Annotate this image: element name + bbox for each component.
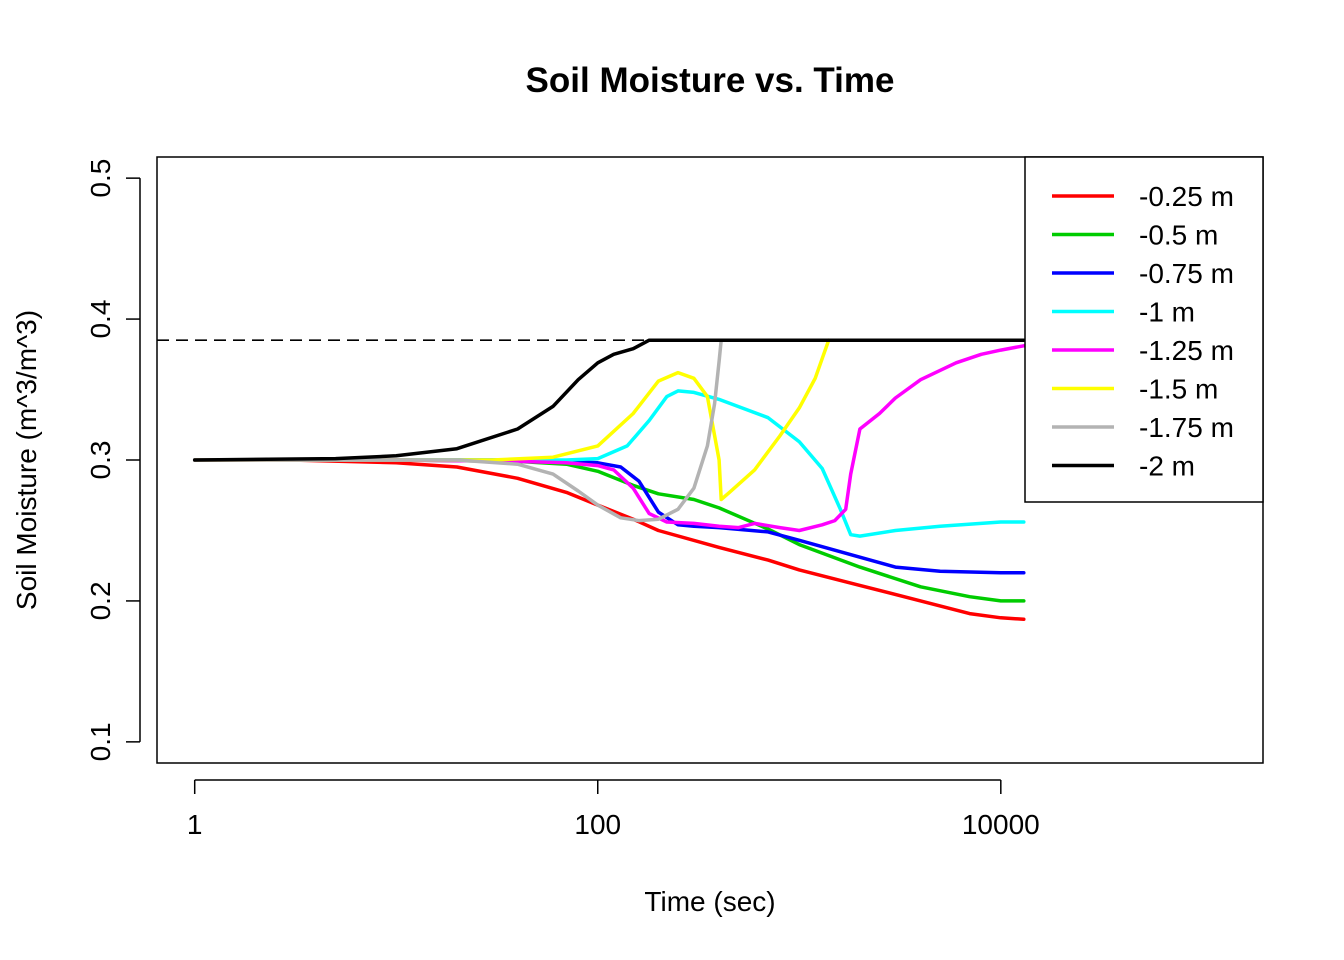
y-axis: 0.1 0.2 0.3 0.4 0.5 — [85, 159, 141, 761]
series-line — [192, 458, 1026, 622]
x-axis-label: Time (sec) — [644, 886, 775, 917]
y-tick-label: 0.5 — [85, 159, 116, 198]
y-axis-label: Soil Moisture (m^3/m^3) — [11, 310, 42, 610]
legend-label: -1.75 m — [1139, 412, 1234, 443]
legend-label: -1 m — [1139, 297, 1195, 328]
series-line — [192, 389, 1026, 538]
series-line — [192, 338, 726, 523]
x-axis: 1 100 10000 — [187, 779, 1040, 840]
y-tick-label: 0.2 — [85, 581, 116, 620]
series-line — [192, 344, 1026, 533]
x-tick-label: 10000 — [962, 809, 1040, 840]
x-tick-label: 1 — [187, 809, 203, 840]
legend-label: -1.25 m — [1139, 335, 1234, 366]
legend-label: -0.5 m — [1139, 220, 1218, 251]
series-layer — [192, 338, 1026, 622]
y-tick-label: 0.4 — [85, 300, 116, 339]
legend-box — [1024, 156, 1264, 503]
series-line — [192, 338, 831, 502]
legend: -0.25 m -0.5 m -0.75 m -1 m -1.25 m -1.5 m -1.… — [1024, 156, 1264, 503]
legend-label: -1.5 m — [1139, 374, 1218, 405]
legend-label: -0.25 m — [1139, 181, 1234, 212]
y-tick-label: 0.3 — [85, 441, 116, 480]
legend-label: -0.75 m — [1139, 258, 1234, 289]
series-line — [192, 338, 1026, 462]
x-tick-label: 100 — [574, 809, 621, 840]
chart-title: Soil Moisture vs. Time — [526, 61, 895, 100]
y-tick-label: 0.1 — [85, 722, 116, 761]
legend-label: -2 m — [1139, 451, 1195, 482]
